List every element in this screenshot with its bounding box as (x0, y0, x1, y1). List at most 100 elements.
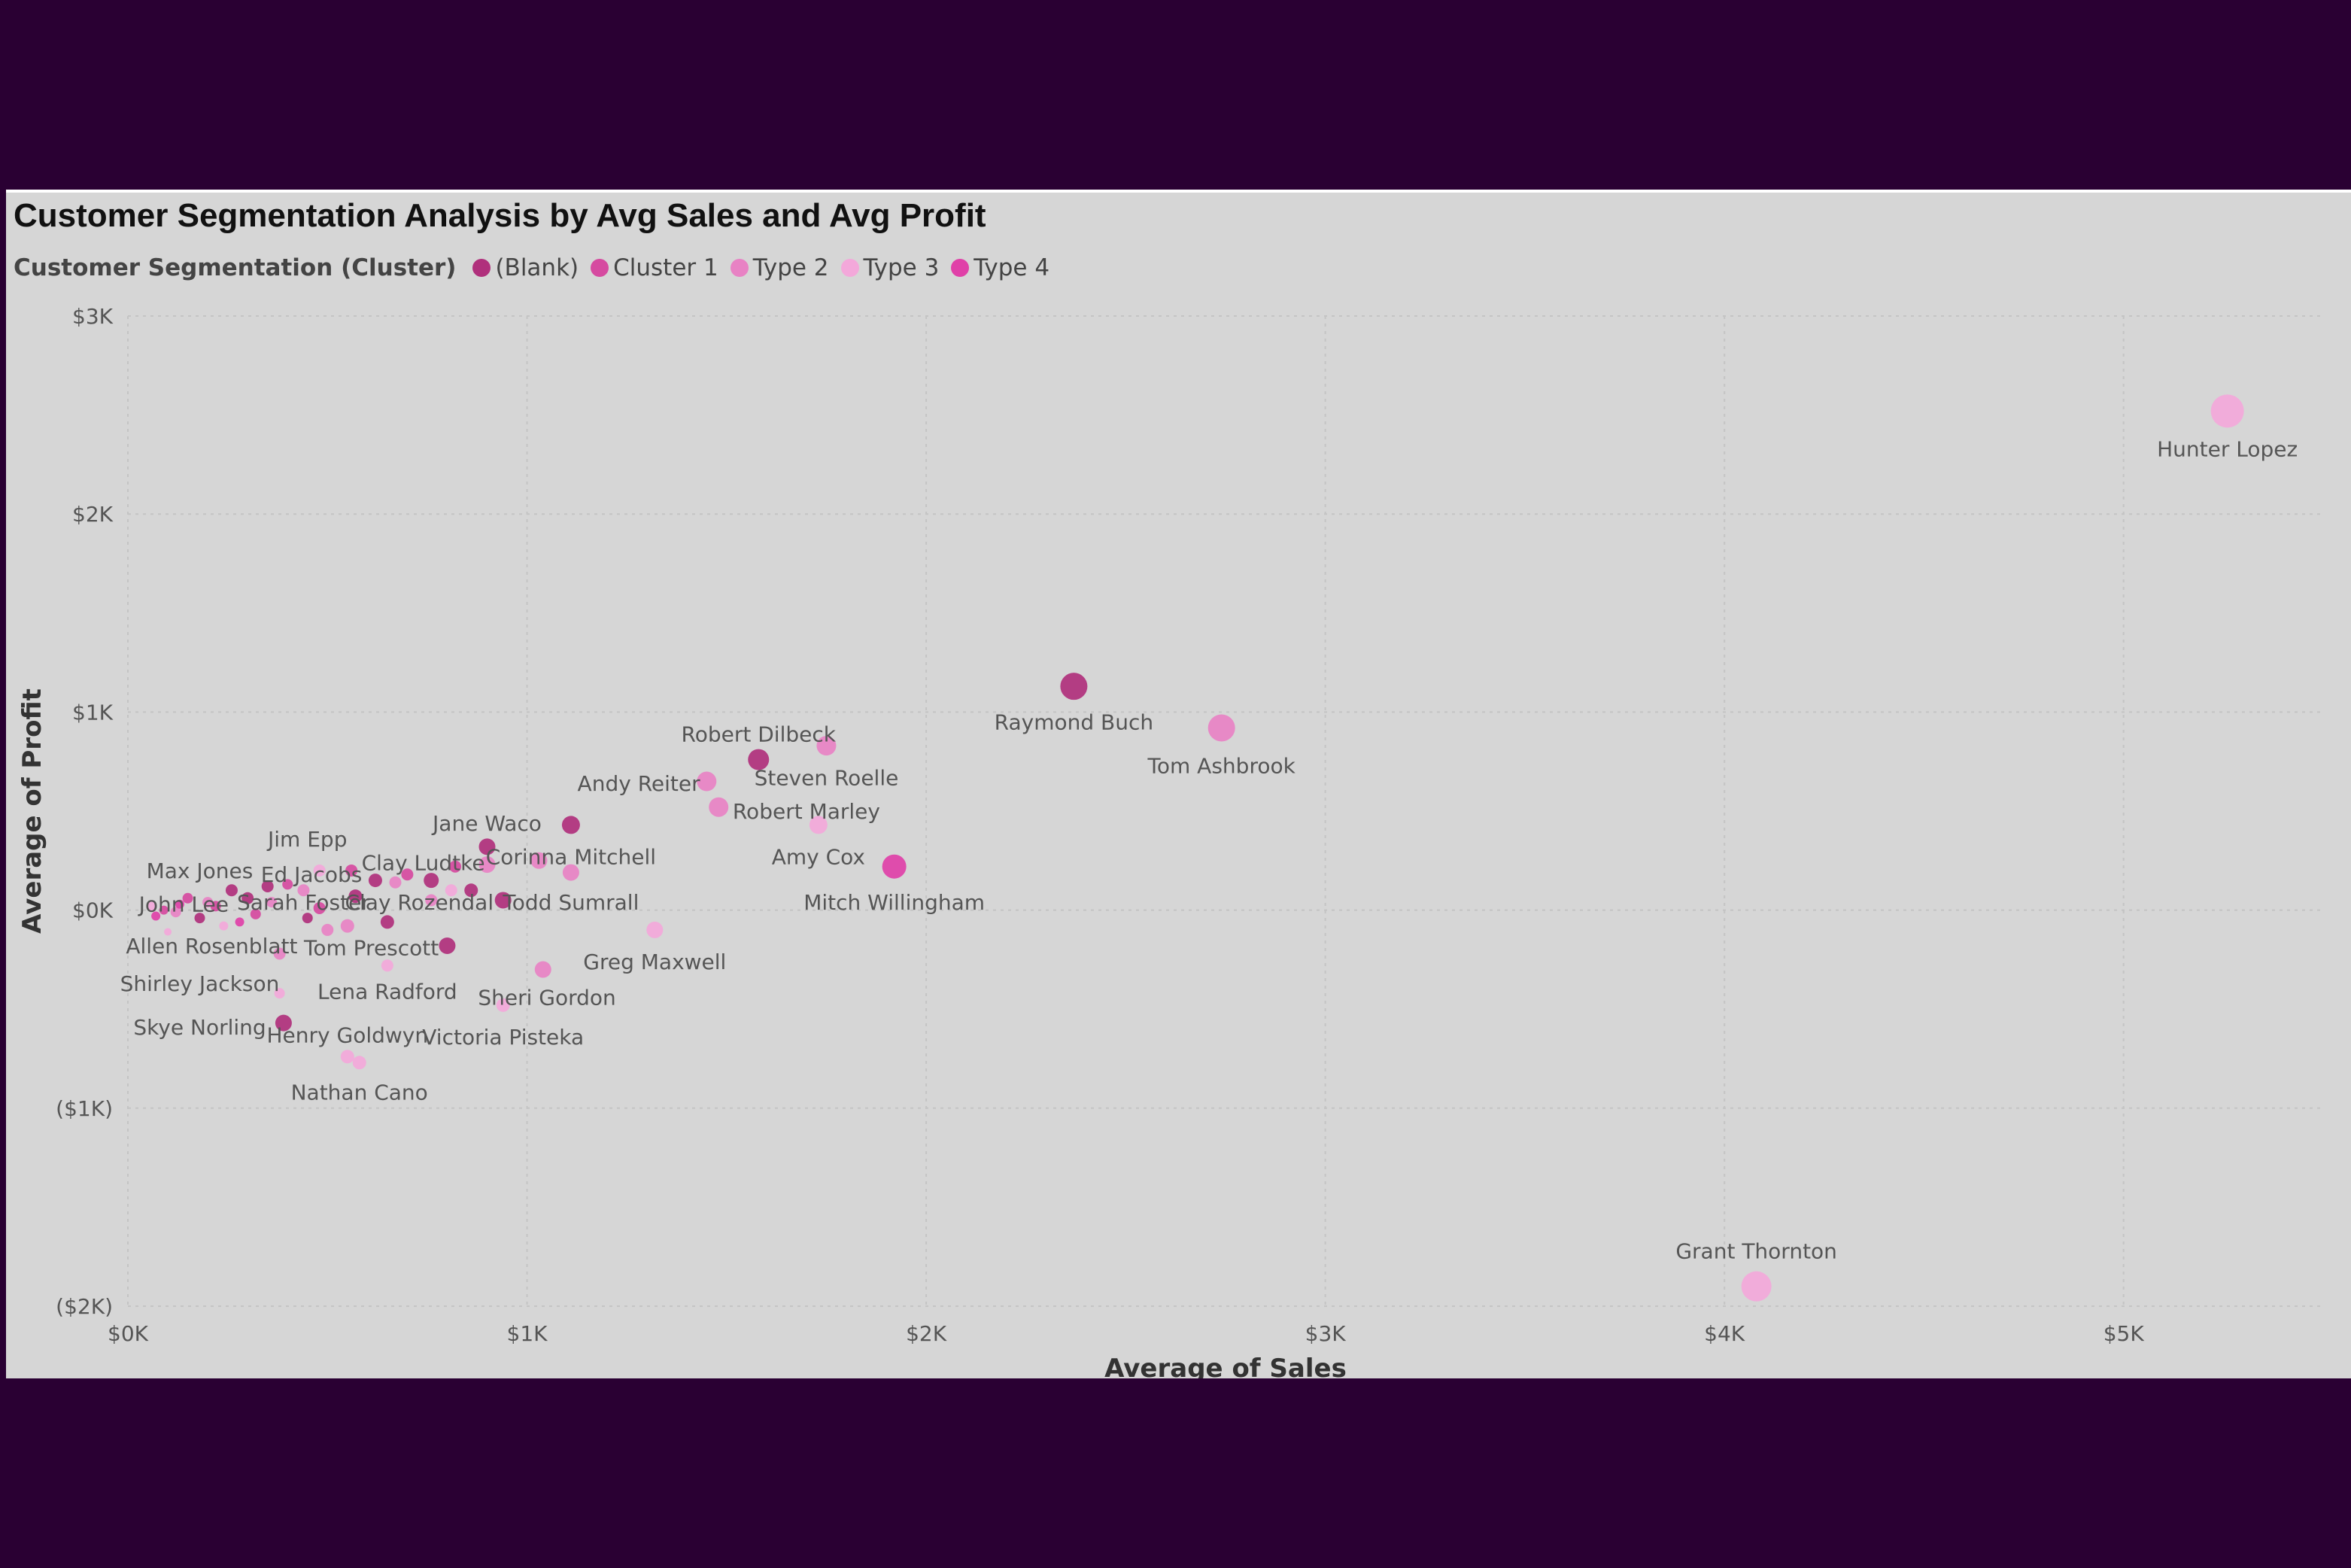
data-point[interactable] (182, 892, 193, 904)
data-point[interactable] (241, 892, 254, 904)
data-point[interactable] (219, 921, 229, 931)
point-label: Henry Goldwyn (266, 1023, 428, 1047)
data-point[interactable] (170, 907, 181, 918)
legend-item[interactable]: Type 4 (951, 254, 1049, 281)
data-point[interactable] (202, 897, 214, 908)
data-point[interactable] (348, 889, 363, 904)
point-label: Robert Dilbeck (682, 722, 837, 746)
legend-dot (951, 259, 970, 277)
data-point[interactable] (562, 864, 579, 881)
data-point[interactable] (164, 928, 172, 936)
point-label: Corinna Mitchell (486, 845, 656, 870)
y-axis-title: Average of Profit (17, 688, 47, 934)
legend-label: Cluster 1 (613, 254, 718, 281)
point-label: Lena Radford (317, 980, 457, 1004)
data-point[interactable] (464, 883, 478, 898)
data-point[interactable] (313, 864, 326, 877)
point-label: Victoria Pisteka (422, 1025, 584, 1050)
data-point[interactable] (709, 797, 729, 817)
data-point[interactable] (646, 921, 664, 938)
data-point[interactable] (389, 876, 402, 889)
data-point[interactable] (445, 884, 457, 897)
y-tick-label: $2K (72, 502, 114, 527)
legend-item[interactable]: Cluster 1 (591, 254, 718, 281)
data-point[interactable] (368, 874, 382, 888)
legend-dot (591, 259, 609, 277)
data-point[interactable] (273, 947, 286, 960)
legend-label: Type 3 (863, 254, 940, 281)
chart-legend: Customer Segmentation (Cluster) (Blank) C… (14, 253, 1062, 283)
y-tick-label: ($1K) (56, 1096, 113, 1121)
data-point[interactable] (478, 856, 496, 874)
point-label: Clay Rozendal (345, 890, 494, 915)
legend-item[interactable]: Type 2 (730, 254, 829, 281)
data-point[interactable] (561, 816, 580, 834)
data-point[interactable] (352, 1056, 366, 1070)
data-point[interactable] (401, 868, 414, 881)
data-point[interactable] (1741, 1271, 1772, 1302)
data-point[interactable] (225, 884, 238, 897)
data-point[interactable] (425, 894, 438, 907)
data-point[interactable] (816, 736, 837, 756)
point-label: Amy Cox (772, 845, 865, 870)
point-label: Jim Epp (266, 827, 347, 852)
data-point[interactable] (424, 873, 439, 889)
x-tick-label: $0K (108, 1321, 149, 1346)
data-point[interactable] (175, 899, 184, 909)
point-label: Robert Marley (733, 799, 880, 824)
data-point[interactable] (340, 1050, 354, 1064)
data-point[interactable] (194, 913, 205, 924)
data-point[interactable] (159, 905, 169, 915)
data-point[interactable] (147, 901, 156, 911)
data-point[interactable] (345, 864, 358, 877)
point-label: Skye Norling (133, 1015, 266, 1040)
point-label: Nathan Cano (291, 1080, 428, 1105)
x-axis-title: Average of Sales (1104, 1354, 1347, 1378)
data-point[interactable] (275, 1014, 292, 1032)
data-point[interactable] (235, 917, 245, 927)
legend-item[interactable]: Type 3 (840, 254, 940, 281)
data-point[interactable] (340, 919, 354, 933)
data-point[interactable] (2210, 394, 2244, 428)
point-label: Grant Thornton (1675, 1238, 1837, 1263)
point-label: Ed Jacobs (261, 862, 363, 887)
data-point[interactable] (697, 771, 717, 792)
point-label: Allen Rosenblatt (126, 934, 297, 959)
data-point[interactable] (266, 897, 277, 908)
y-tick-label: $1K (72, 700, 114, 725)
data-point[interactable] (151, 911, 161, 921)
data-point[interactable] (380, 915, 394, 929)
data-point[interactable] (313, 901, 326, 914)
point-label: John Lee (138, 892, 229, 917)
point-label: Clay Ludtke (362, 850, 485, 875)
data-point[interactable] (882, 854, 907, 879)
data-point[interactable] (297, 884, 310, 897)
data-point[interactable] (496, 998, 510, 1012)
data-point[interactable] (302, 913, 313, 924)
data-point[interactable] (530, 852, 548, 869)
point-label: Max Jones (147, 858, 254, 883)
data-point[interactable] (321, 923, 334, 936)
data-point[interactable] (1060, 673, 1088, 700)
point-label: Greg Maxwell (583, 950, 726, 974)
data-point[interactable] (210, 901, 221, 912)
data-point[interactable] (274, 988, 285, 999)
data-point[interactable] (250, 908, 261, 919)
point-label: Raymond Buch (995, 710, 1154, 735)
point-label: Tom Ashbrook (1147, 753, 1296, 778)
data-point[interactable] (381, 959, 393, 972)
data-point[interactable] (1207, 714, 1235, 742)
x-tick-label: $1K (507, 1321, 548, 1346)
data-point[interactable] (439, 937, 456, 954)
data-point[interactable] (282, 879, 293, 890)
data-point[interactable] (809, 816, 828, 834)
data-point[interactable] (748, 749, 770, 770)
point-label: Steven Roelle (755, 765, 899, 790)
data-point[interactable] (534, 961, 551, 978)
data-point[interactable] (494, 892, 512, 909)
data-point[interactable] (261, 880, 274, 893)
legend-item[interactable]: (Blank) (472, 254, 579, 281)
point-label: Sarah Foster (237, 890, 370, 915)
data-point[interactable] (478, 838, 496, 855)
data-point[interactable] (449, 860, 462, 873)
